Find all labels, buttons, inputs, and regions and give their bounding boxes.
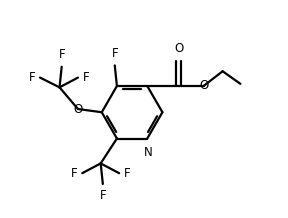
Text: O: O	[73, 102, 83, 116]
Text: O: O	[199, 80, 208, 92]
Text: F: F	[111, 47, 118, 60]
Text: O: O	[174, 42, 183, 55]
Text: F: F	[71, 167, 77, 180]
Text: F: F	[58, 48, 65, 61]
Text: F: F	[124, 167, 130, 180]
Text: F: F	[100, 189, 106, 203]
Text: F: F	[83, 71, 89, 84]
Text: F: F	[29, 71, 35, 84]
Text: N: N	[144, 146, 153, 159]
